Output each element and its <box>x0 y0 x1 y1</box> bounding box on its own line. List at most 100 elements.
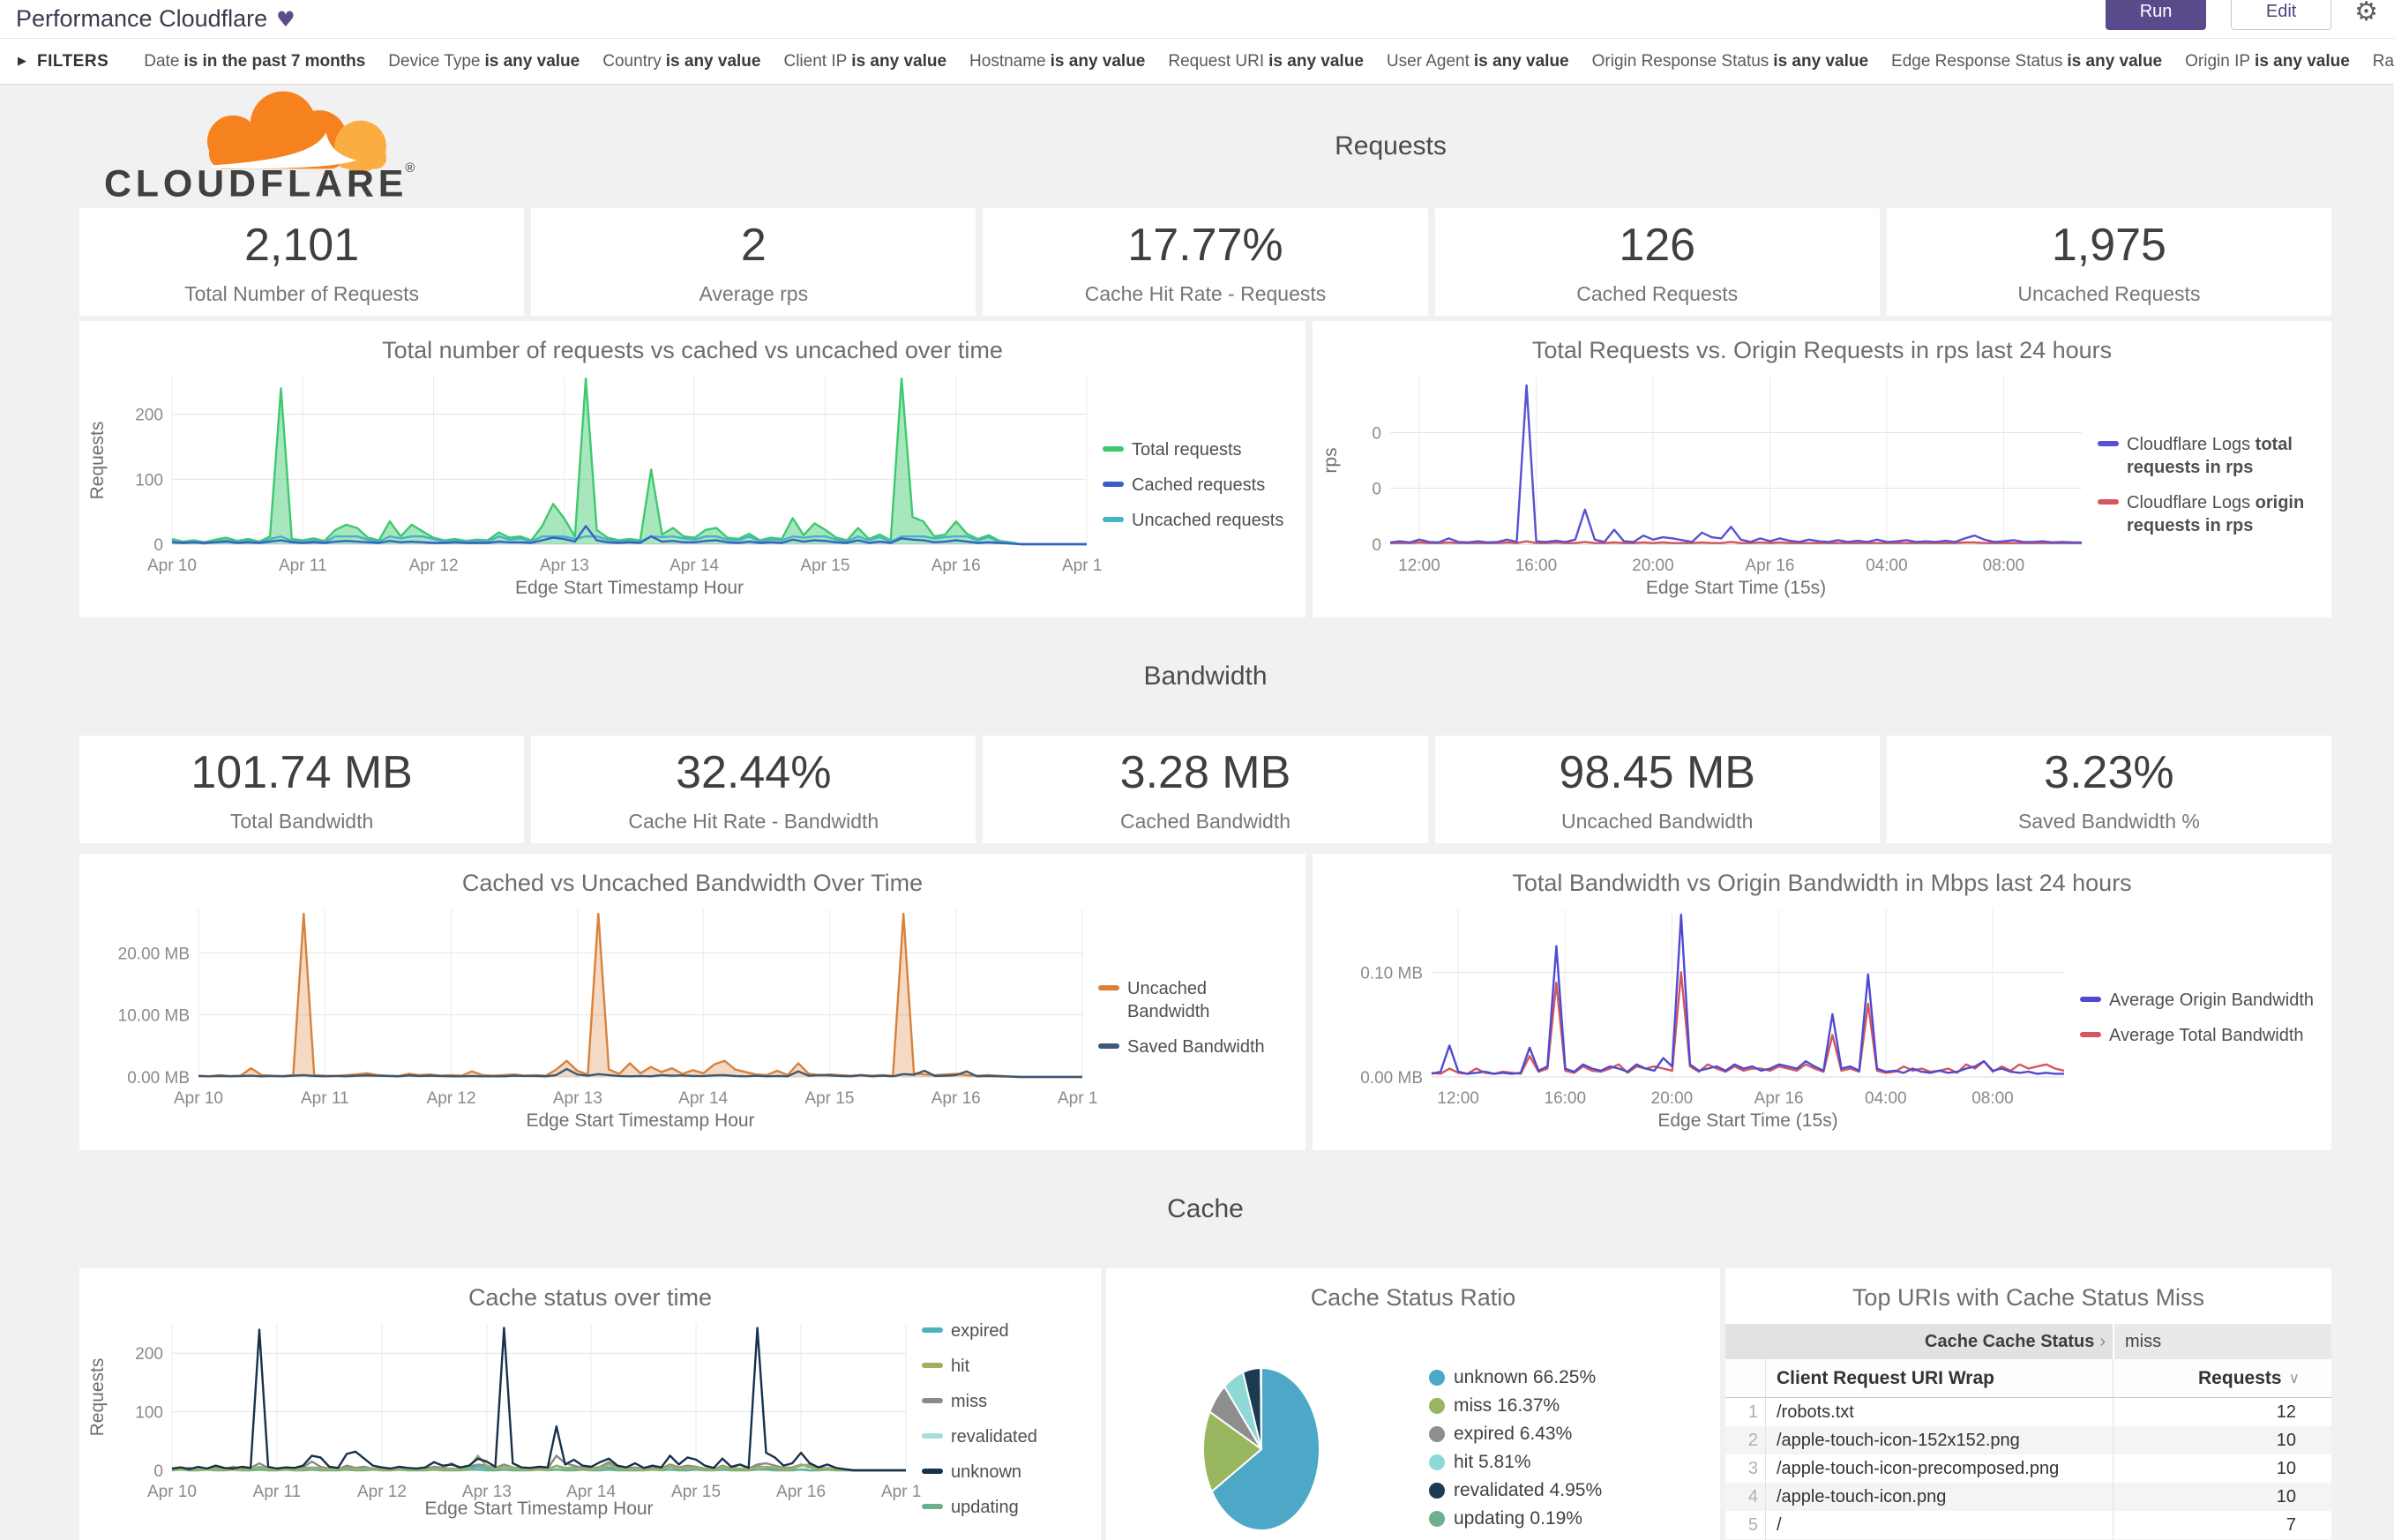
svg-text:rps: rps <box>1321 447 1341 473</box>
edit-button[interactable]: Edit <box>2231 0 2332 30</box>
filter-hostname[interactable]: Hostname is any value <box>969 51 1146 71</box>
table-row[interactable]: 4/apple-touch-icon.png 10 <box>1725 1483 2331 1511</box>
cache-status-ratio-pie[interactable] <box>1106 1312 1424 1540</box>
legend-item[interactable]: Uncached Bandwidth <box>1098 977 1292 1023</box>
legend-item[interactable]: unknown <box>922 1461 1085 1484</box>
requests-kpi-row: 2,101 Total Number of Requests 2 Average r… <box>79 208 2331 316</box>
bandwidth-over-time-chart[interactable]: 0.00 MB 10.00 MB 20.00 MB Apr 10 Apr 11 Apr 1… <box>88 897 1107 1138</box>
heart-icon: ♥ <box>276 6 296 32</box>
legend-item[interactable]: hit <box>922 1355 1085 1378</box>
svg-text:04:00: 04:00 <box>1866 557 1908 575</box>
kpi-cached-bandwidth: 3.28 MB Cached Bandwidth <box>983 736 1428 843</box>
section-title-requests: Requests <box>1335 131 1447 161</box>
legend-item[interactable]: Cloudflare Logs origin requests in rps <box>2098 491 2318 537</box>
chart-title: Total Requests vs. Origin Requests in rp… <box>1531 337 2113 363</box>
chart-title: Cached vs Uncached Bandwidth Over Time <box>461 870 924 896</box>
svg-text:0.10 MB: 0.10 MB <box>1360 964 1423 983</box>
legend-item[interactable]: Uncached requests <box>1103 509 1288 532</box>
table-body: 1/robots.txt 12 2/apple-touch-icon-152x15… <box>1725 1398 2331 1540</box>
legend-swatch-icon <box>922 1432 943 1439</box>
svg-text:12:00: 12:00 <box>1437 1089 1479 1108</box>
legend-item[interactable]: expired 6.43% <box>1429 1424 1602 1445</box>
kpi-cache-hit-rate-bandwidth: 32.44% Cache Hit Rate - Bandwidth <box>531 736 976 843</box>
table-row[interactable]: 5/7 <box>1725 1511 2331 1539</box>
filter-origin-ip[interactable]: Origin IP is any value <box>2185 51 2350 71</box>
svg-text:Apr 11: Apr 11 <box>253 1483 302 1501</box>
requests-chart-row: Total number of requests vs cached vs un… <box>79 321 2331 617</box>
table-row[interactable]: 2/apple-touch-icon-152x152.png 10 <box>1725 1426 2331 1454</box>
svg-text:08:00: 08:00 <box>1971 1089 2014 1108</box>
bandwidth-header-row: Bandwidth <box>79 617 2331 736</box>
svg-text:Edge Start Timestamp Hour: Edge Start Timestamp Hour <box>526 1110 754 1131</box>
svg-text:16:00: 16:00 <box>1545 1089 1587 1108</box>
svg-text:Apr 14: Apr 14 <box>670 557 719 575</box>
filter-origin-response-status[interactable]: Origin Response Status is any value <box>1591 51 1869 71</box>
svg-text:20:00: 20:00 <box>1632 557 1674 575</box>
legend-item[interactable]: updating 0.19% <box>1429 1508 1602 1529</box>
filter-client-ip[interactable]: Client IP is any value <box>783 51 947 71</box>
legend-item[interactable]: miss 16.37% <box>1429 1395 1602 1417</box>
svg-text:Apr 17: Apr 17 <box>1058 1089 1098 1108</box>
pivot-column-label[interactable]: Cache Cache Status › <box>1925 1331 2106 1351</box>
filter-country[interactable]: Country is any value <box>602 51 761 71</box>
svg-text:16:00: 16:00 <box>1515 557 1558 575</box>
legend-item[interactable]: unknown 66.25% <box>1429 1367 1602 1388</box>
legend-item[interactable]: expired <box>922 1319 1085 1342</box>
chart-title: Total Bandwidth vs Origin Bandwidth in M… <box>1512 870 2132 896</box>
filter-edge-response-status[interactable]: Edge Response Status is any value <box>1891 51 2163 71</box>
legend-swatch-icon <box>922 1362 943 1368</box>
requests-rps-chart[interactable]: 0 0 0 12:00 16:00 20:00 Apr 16 04:00 08:00 Edge S… <box>1320 364 2098 605</box>
svg-text:Apr 16: Apr 16 <box>1745 557 1794 575</box>
pie-slice-miss <box>1202 1410 1263 1493</box>
legend-item[interactable]: updating <box>922 1496 1085 1519</box>
legend-swatch-icon <box>1429 1482 1445 1499</box>
legend-item[interactable]: Cached requests <box>1103 474 1288 497</box>
legend-item[interactable]: Average Origin Bandwidth <box>2080 989 2314 1012</box>
requests-rps-legend: Cloudflare Logs total requests in rps Clo… <box>2098 427 2318 543</box>
legend-item[interactable]: Average Total Bandwidth <box>2080 1024 2314 1047</box>
legend-swatch-icon <box>1103 445 1124 452</box>
requests-over-time-chart[interactable]: 0 100 200 Apr 10 Apr 11 Apr 12 Apr 13 Apr 14 Apr… <box>87 364 1111 605</box>
section-title-bandwidth: Bandwidth <box>1143 662 1268 691</box>
section-title-cache: Cache <box>1167 1194 1244 1223</box>
requests-over-time-legend: Total requests Cached requests Uncached re… <box>1103 432 1288 538</box>
legend-item[interactable]: Saved Bandwidth <box>1098 1035 1292 1058</box>
svg-text:Apr 10: Apr 10 <box>147 557 197 575</box>
cache-status-over-time-chart[interactable]: 0 100 200 Apr 10 Apr 11 Apr 12 Apr 13 Apr 14 Apr… <box>87 1312 931 1526</box>
gear-icon[interactable]: ⚙ <box>2354 0 2378 27</box>
table-row[interactable]: 1/robots.txt 12 <box>1725 1398 2331 1426</box>
legend-item[interactable]: revalidated <box>922 1425 1085 1448</box>
kpi-uncached-requests: 1,975 Uncached Requests <box>1886 208 2331 316</box>
legend-swatch-icon <box>1098 1043 1119 1049</box>
filter-device-type[interactable]: Device Type is any value <box>388 51 580 71</box>
filter-user-agent[interactable]: User Agent is any value <box>1386 51 1569 71</box>
table-row[interactable]: 3/apple-touch-icon-precomposed.png 10 <box>1725 1454 2331 1483</box>
legend-swatch-icon <box>1429 1397 1445 1414</box>
filters-toggle[interactable]: ▶ FILTERS <box>18 52 108 71</box>
filter-request-uri[interactable]: Request URI is any value <box>1168 51 1364 71</box>
bandwidth-chart-row: Cached vs Uncached Bandwidth Over Time 0… <box>79 854 2331 1150</box>
legend-item[interactable]: miss <box>922 1390 1085 1413</box>
svg-text:Apr 14: Apr 14 <box>566 1483 616 1501</box>
svg-text:Apr 11: Apr 11 <box>279 557 327 575</box>
legend-item[interactable]: revalidated 4.95% <box>1429 1480 1602 1501</box>
legend-item[interactable]: Total requests <box>1103 438 1288 461</box>
legend-item[interactable]: Cloudflare Logs total requests in rps <box>2098 433 2318 479</box>
filter-rayid[interactable]: RayIDis any valu... <box>2372 51 2394 71</box>
svg-text:Apr 10: Apr 10 <box>147 1483 197 1501</box>
svg-text:Apr 13: Apr 13 <box>553 1089 602 1108</box>
legend-swatch-icon <box>1429 1510 1445 1527</box>
svg-text:0.00 MB: 0.00 MB <box>127 1069 190 1088</box>
cache-status-legend: expired hit miss revalidated unknown updating <box>922 1313 1085 1525</box>
svg-text:Apr 17: Apr 17 <box>1062 557 1103 575</box>
legend-item[interactable]: hit 5.81% <box>1429 1452 1602 1473</box>
bandwidth-24h-chart[interactable]: 0.00 MB 0.10 MB 12:00 16:00 20:00 Apr 16 04:00… <box>1321 897 2080 1138</box>
column-header-requests-sort[interactable]: Requests ∨ <box>2113 1359 2331 1397</box>
svg-text:04:00: 04:00 <box>1865 1089 1907 1108</box>
table-pivot-band: Cache Cache Status › miss <box>1725 1324 2331 1359</box>
cache-status-over-time-tile: Cache status over time 0 100 200 Apr 10 Apr … <box>79 1268 1101 1540</box>
svg-text:Apr 16: Apr 16 <box>931 557 981 575</box>
filter-date[interactable]: Date is in the past 7 months <box>144 51 366 71</box>
legend-swatch-icon <box>1103 516 1124 522</box>
run-button[interactable]: Run <box>2106 0 2207 30</box>
